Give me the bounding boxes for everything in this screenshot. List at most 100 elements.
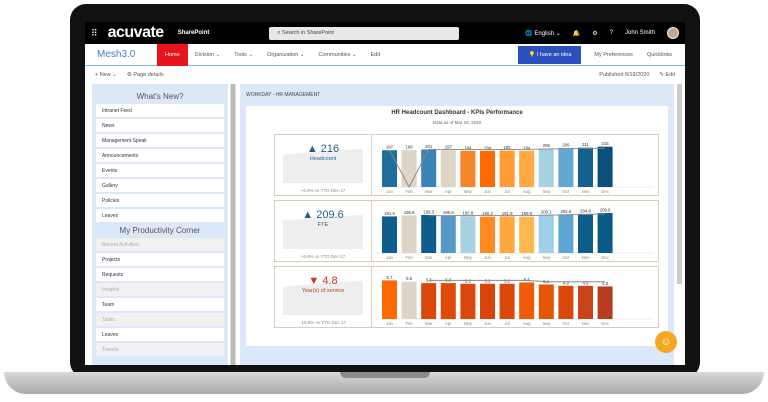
data-label: 199.3 xyxy=(423,209,434,214)
bar-feb[interactable] xyxy=(401,150,417,187)
sidebar-item[interactable]: Intranet Feed xyxy=(96,104,224,117)
bar-sep[interactable] xyxy=(538,148,554,187)
bar-may[interactable] xyxy=(460,150,476,187)
my-preferences-link[interactable]: My Preferences xyxy=(594,51,633,58)
bell-icon[interactable]: 🔔 xyxy=(572,30,581,37)
bar-jan[interactable] xyxy=(382,150,397,187)
page-scrollbar[interactable] xyxy=(677,84,682,284)
nav-home[interactable]: Home xyxy=(157,43,188,66)
bar-jan[interactable] xyxy=(382,216,397,253)
dashboard-subtitle: Data as of Mar 18, 2020 xyxy=(432,120,482,125)
trend-up-icon: ▲ xyxy=(302,209,314,221)
bar-apr[interactable] xyxy=(440,150,456,187)
bar-sep[interactable] xyxy=(538,284,554,319)
sidebar-item[interactable]: Events xyxy=(96,164,224,177)
sidebar-item[interactable]: Projects xyxy=(96,253,224,266)
bar-aug[interactable] xyxy=(519,282,535,319)
app-launcher-icon[interactable]: ⠿ xyxy=(91,27,98,38)
mesh-logo[interactable]: Mesh3.0 xyxy=(97,49,136,60)
bar-aug[interactable] xyxy=(519,216,535,253)
trend-line xyxy=(428,279,606,283)
nav-division[interactable]: Division ⌄ xyxy=(194,51,221,58)
nav-communities[interactable]: Communities ⌄ xyxy=(318,51,357,58)
dashboard-title: HR Headcount Dashboard - KPIs Performanc… xyxy=(391,110,523,116)
idea-button[interactable]: 💡 I have an idea xyxy=(518,45,582,64)
bar-may[interactable] xyxy=(460,283,476,319)
bar-apr[interactable] xyxy=(440,283,456,319)
bar-jun[interactable] xyxy=(480,283,495,319)
page-details-label: Page details xyxy=(133,72,164,78)
published-status: Published 8/19/2020 xyxy=(599,72,650,78)
data-label: 4.9 xyxy=(563,280,570,285)
bar-mar[interactable] xyxy=(421,214,437,253)
kpi-number: 216 xyxy=(320,143,340,155)
bar-dec[interactable] xyxy=(597,146,613,187)
user-name[interactable]: John Smith xyxy=(624,30,655,36)
x-tick-label: May xyxy=(464,189,473,194)
bar-oct[interactable] xyxy=(558,147,574,187)
x-tick-label: Jun xyxy=(484,255,491,260)
bar-jul[interactable] xyxy=(499,216,515,253)
x-tick-label: Oct xyxy=(563,189,570,194)
data-label: 197 xyxy=(386,145,394,150)
bar-apr[interactable] xyxy=(440,215,456,253)
bar-mar[interactable] xyxy=(421,149,437,187)
bar-jan[interactable] xyxy=(382,280,397,319)
bar-mar[interactable] xyxy=(421,283,437,319)
bar-feb[interactable] xyxy=(401,215,417,253)
sidebar-item[interactable]: Policies xyxy=(96,194,224,207)
edit-button[interactable]: ✎ Edit xyxy=(659,72,675,78)
sidebar-item[interactable]: Management Speak xyxy=(96,134,224,147)
bar-nov[interactable] xyxy=(578,285,593,319)
data-label: 206 xyxy=(543,143,551,148)
sharepoint-link[interactable]: SharePoint xyxy=(177,30,210,36)
language-selector[interactable]: 🌐 English ⌄ xyxy=(525,30,561,37)
bar-may[interactable] xyxy=(460,216,476,253)
bar-jun[interactable] xyxy=(480,150,495,187)
bar-jul[interactable] xyxy=(499,283,515,319)
bar-feb[interactable] xyxy=(401,281,417,319)
help-icon[interactable]: ? xyxy=(609,30,613,36)
bar-dec[interactable] xyxy=(597,212,613,253)
data-label: 195 xyxy=(504,145,512,150)
sidebar-item[interactable]: Leaves xyxy=(96,209,224,222)
sidebar-item[interactable]: Team xyxy=(96,298,224,311)
sidebar-item[interactable]: Leaves xyxy=(96,328,224,341)
sparkline-area xyxy=(283,280,363,315)
bar-oct[interactable] xyxy=(558,214,574,253)
gear-icon[interactable]: ⚙ xyxy=(592,30,598,37)
sidebar-item[interactable]: News xyxy=(96,119,224,132)
data-label: 202.6 xyxy=(561,209,572,214)
sidebar-item[interactable]: Gallery xyxy=(96,179,224,192)
quicklinks-link[interactable]: Quicklinks xyxy=(646,51,672,58)
kpi-row: ▲ 209.6 FTE +6.6% vs YTD Dec-17 191.6 Jan 1… xyxy=(274,200,659,262)
nav-organization[interactable]: Organization ⌄ xyxy=(267,51,305,58)
bar-nov[interactable] xyxy=(578,213,593,253)
bar-jul[interactable] xyxy=(499,150,515,187)
sidebar-item[interactable]: Announcements xyxy=(96,149,224,162)
new-button[interactable]: + New ⌄ xyxy=(95,72,117,78)
sidebar-item[interactable]: Requests xyxy=(96,268,224,281)
kpi-footer: -16.8% vs YTD Dec-17 xyxy=(300,320,346,325)
search-input[interactable]: ⌕ Search in SharePoint xyxy=(269,26,460,40)
bar-sep[interactable] xyxy=(538,214,554,253)
chatbot-icon[interactable]: ☺ xyxy=(655,331,677,353)
data-label: 189.9 xyxy=(521,211,532,216)
page-details-button[interactable]: ⚙ Page details xyxy=(126,72,164,78)
bar-aug[interactable] xyxy=(519,150,535,187)
sidebar-scrollbar[interactable] xyxy=(230,84,236,365)
x-tick-label: Mar xyxy=(425,321,433,326)
nav-tools[interactable]: Tools ⌄ xyxy=(234,51,254,58)
bar-oct[interactable] xyxy=(558,285,574,319)
brand-logo[interactable]: acuvate xyxy=(107,24,165,41)
bar-nov[interactable] xyxy=(578,147,593,187)
nav-edit[interactable]: Edit xyxy=(370,51,381,58)
avatar[interactable] xyxy=(667,27,679,39)
x-tick-label: May xyxy=(464,321,473,326)
data-label: 204.8 xyxy=(580,208,591,213)
bar-jun[interactable] xyxy=(480,216,495,253)
webpart-title: WORKDAY - HR MANAGEMENT xyxy=(246,92,321,98)
data-label: 196.8 xyxy=(443,210,454,215)
kpi-label: FTE xyxy=(317,222,329,228)
bar-dec[interactable] xyxy=(597,286,613,319)
